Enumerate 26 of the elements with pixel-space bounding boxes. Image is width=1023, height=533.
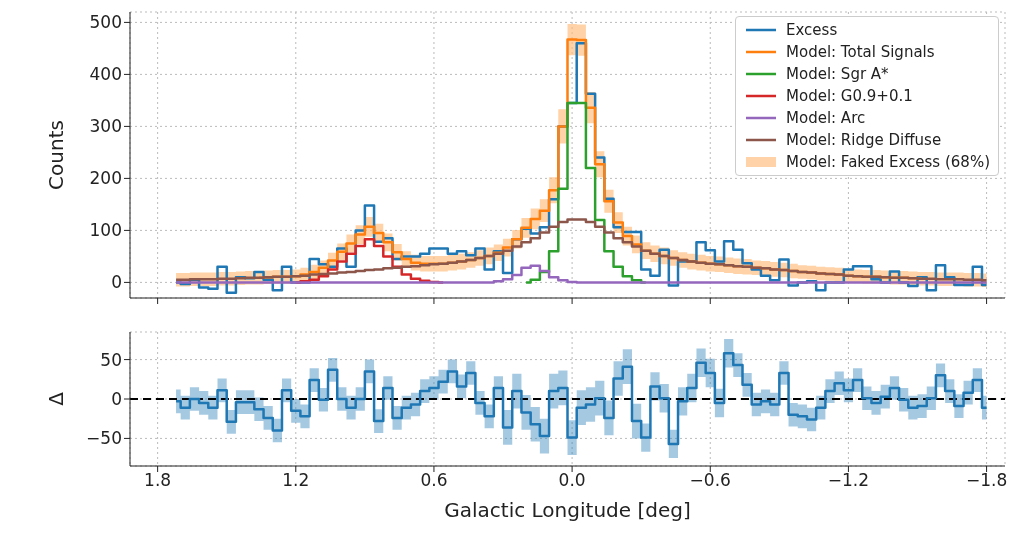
x-tick-label: 1.2: [282, 470, 310, 491]
x-tick-label: −1.8: [965, 470, 1008, 491]
y-tick-label: −50: [86, 428, 122, 449]
y-tick-label: 50: [100, 349, 122, 370]
x-tick-label: −1.2: [827, 470, 870, 491]
x-tick-label: 0.6: [420, 470, 448, 491]
x-tick-label: 1.8: [144, 470, 172, 491]
y-axis-title: Δ: [44, 391, 69, 406]
y-tick-label: 0: [111, 272, 122, 293]
legend-label: Model: G0.9+0.1: [786, 87, 913, 105]
legend-label: Excess: [786, 21, 838, 39]
y-axis-title: Counts: [44, 120, 69, 190]
legend-label: Model: Total Signals: [786, 43, 935, 61]
y-tick-label: 500: [89, 12, 122, 33]
legend-label: Model: Ridge Diffuse: [786, 131, 942, 149]
x-tick-label: −0.6: [689, 470, 731, 491]
x-axis-title: Galactic Longitude [deg]: [444, 498, 691, 522]
y-tick-label: 0: [111, 389, 122, 410]
legend-label: Model: Arc: [786, 109, 866, 127]
legend-label: Model: Sgr A*: [786, 65, 889, 83]
y-tick-label: 100: [89, 220, 122, 241]
x-tick-label: 0.0: [558, 470, 586, 491]
y-tick-label: 400: [89, 64, 122, 85]
y-tick-label: 200: [89, 168, 122, 189]
legend-label: Model: Faked Excess (68%): [786, 153, 990, 171]
y-tick-label: 300: [89, 116, 122, 137]
